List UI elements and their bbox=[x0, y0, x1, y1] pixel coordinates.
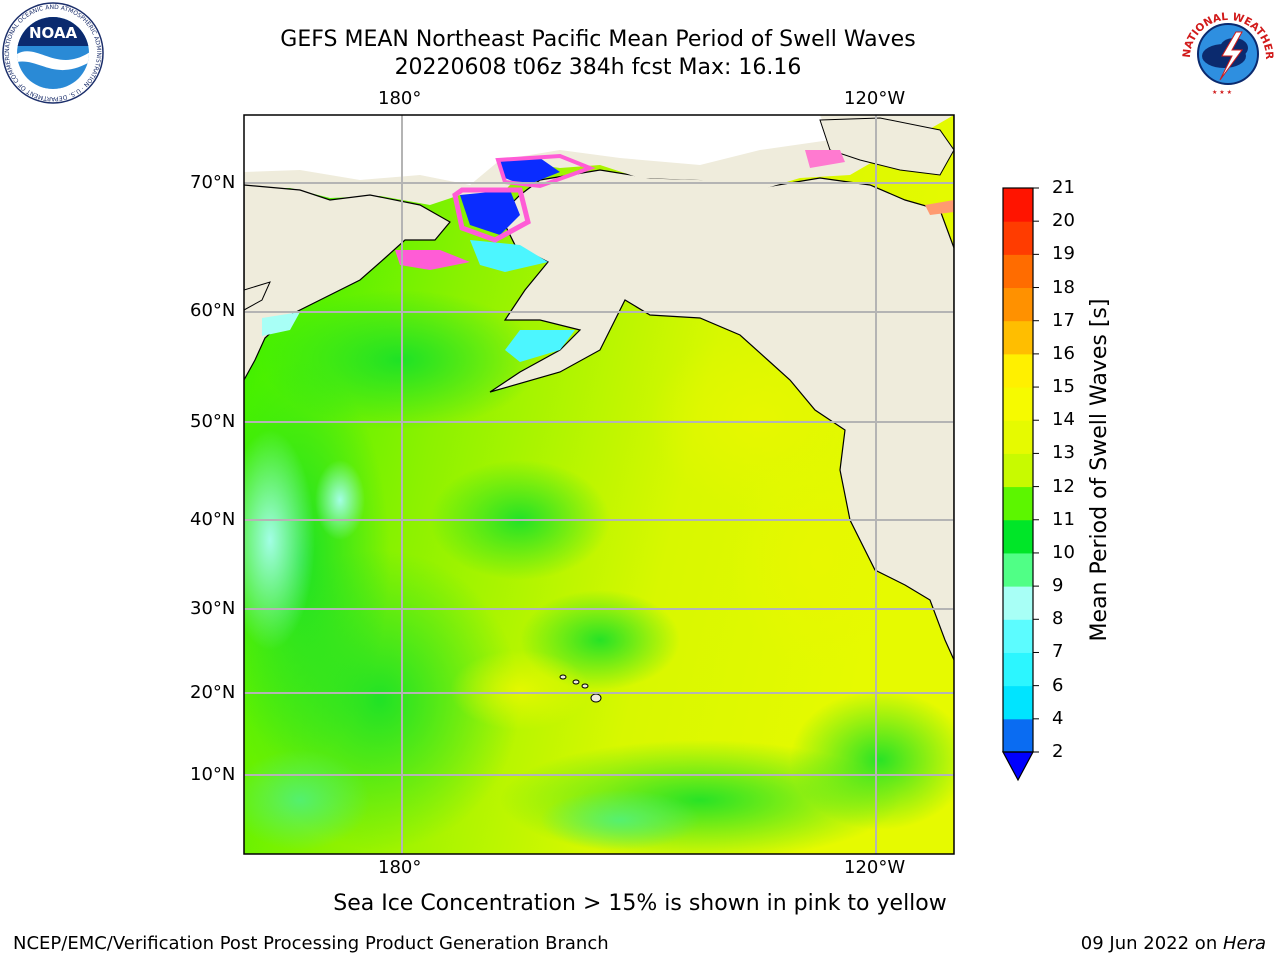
colorbar-block bbox=[1003, 718, 1033, 753]
svg-text:★ ★ ★: ★ ★ ★ bbox=[1212, 89, 1232, 96]
colorbar-tick-label: 14 bbox=[1052, 409, 1075, 431]
graticule bbox=[244, 115, 954, 854]
colorbar-tick-label: 4 bbox=[1052, 707, 1064, 729]
colorbar-block bbox=[1003, 619, 1033, 653]
colorbar-blocks bbox=[1003, 188, 1033, 753]
colorbar-tick-label: 10 bbox=[1052, 541, 1075, 563]
chart-title: GEFS MEAN Northeast Pacific Mean Period … bbox=[280, 27, 916, 52]
lon-label-bottom-180: 180° bbox=[378, 857, 422, 878]
colorbar-block bbox=[1003, 320, 1033, 355]
footer-host: Hera bbox=[1222, 933, 1266, 954]
colorbar-tick-label: 19 bbox=[1052, 243, 1075, 265]
colorbar-block bbox=[1003, 519, 1033, 554]
colorbar-tick-label: 7 bbox=[1052, 641, 1064, 663]
map-plot-area bbox=[244, 115, 954, 854]
colorbar-tick-label: 2 bbox=[1052, 741, 1064, 762]
lon-label-bottom-120w: 120°W bbox=[844, 857, 906, 878]
colorbar-block bbox=[1003, 652, 1033, 687]
colorbar-tick-label: 16 bbox=[1052, 342, 1075, 364]
colorbar-tick-label: 18 bbox=[1052, 276, 1075, 298]
colorbar-tick-label: 20 bbox=[1052, 210, 1075, 232]
colorbar-block bbox=[1003, 453, 1033, 488]
colorbar-tick-label: 6 bbox=[1052, 674, 1064, 696]
lat-label-40n: 40°N bbox=[190, 509, 236, 530]
colorbar-block bbox=[1003, 420, 1033, 454]
colorbar-block bbox=[1003, 486, 1033, 521]
colorbar-block bbox=[1003, 552, 1033, 587]
colorbar-tick-label: 13 bbox=[1052, 442, 1075, 464]
lon-label-top-120w: 120°W bbox=[844, 88, 906, 109]
sea-ice-note: Sea Ice Concentration > 15% is shown in … bbox=[333, 891, 947, 916]
colorbar-tick-label: 11 bbox=[1052, 508, 1075, 530]
lat-label-20n: 20°N bbox=[190, 682, 236, 703]
colorbar-tick-label: 15 bbox=[1052, 376, 1075, 398]
noaa-logo: NATIONAL OCEANIC AND ATMOSPHERIC ADMINIS… bbox=[2, 2, 104, 104]
colorbar-block bbox=[1003, 586, 1033, 620]
colorbar-frame bbox=[1002, 187, 1034, 753]
colorbar-block bbox=[1003, 221, 1033, 255]
lat-label-70n: 70°N bbox=[190, 172, 236, 193]
colorbar-block bbox=[1003, 387, 1033, 421]
footer-date: 09 Jun 2022 on bbox=[1080, 933, 1223, 954]
map-frame bbox=[243, 114, 955, 855]
colorbar-block bbox=[1003, 254, 1033, 289]
lon-label-top-180: 180° bbox=[378, 88, 422, 109]
colorbar-title: Mean Period of Swell Waves [s] bbox=[1087, 299, 1112, 642]
colorbar-tick-label: 21 bbox=[1052, 177, 1075, 198]
colorbar-block bbox=[1003, 685, 1033, 720]
colorbar-tick-label: 12 bbox=[1052, 475, 1075, 497]
chart-subtitle: 20220608 t06z 384h fcst Max: 16.16 bbox=[394, 55, 802, 80]
lat-label-30n: 30°N bbox=[190, 598, 236, 619]
colorbar-block bbox=[1003, 188, 1033, 222]
colorbar-tick-label: 9 bbox=[1052, 575, 1064, 597]
footer-left: NCEP/EMC/Verification Post Processing Pr… bbox=[13, 933, 609, 954]
colorbar-block bbox=[1003, 287, 1033, 322]
colorbar-tickmarks bbox=[1033, 187, 1039, 753]
colorbar-extend-arrow bbox=[1001, 751, 1035, 782]
footer-right: 09 Jun 2022 on Hera bbox=[1081, 933, 1266, 955]
lat-label-10n: 10°N bbox=[190, 764, 236, 785]
nws-logo: NATIONAL WEATHER SERVICE ★ ★ ★ bbox=[1178, 2, 1276, 100]
lat-label-60n: 60°N bbox=[190, 300, 236, 321]
colorbar-tick-label: 17 bbox=[1052, 309, 1075, 331]
lat-label-50n: 50°N bbox=[190, 411, 236, 432]
noaa-logo-text: NOAA bbox=[29, 24, 78, 42]
colorbar-tick-label: 8 bbox=[1052, 608, 1064, 630]
colorbar-block bbox=[1003, 353, 1033, 388]
